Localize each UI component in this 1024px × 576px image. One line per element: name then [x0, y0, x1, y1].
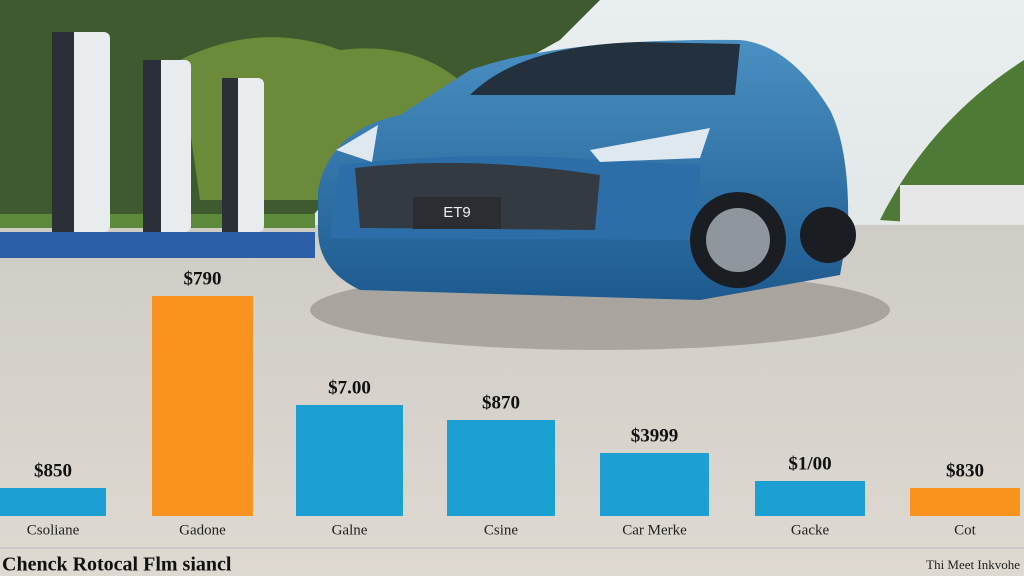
x-tick-label: Csoliane — [27, 522, 80, 538]
x-tick-label: Csine — [484, 522, 519, 538]
bar-annotation: $1/00 — [788, 453, 831, 474]
x-tick-label: Car Merke — [622, 522, 687, 538]
x-tick-label: Gadone — [179, 522, 226, 538]
x-tick-label: Galne — [332, 522, 368, 538]
x-tick-label: Cot — [954, 522, 977, 538]
bar-annotation: $3999 — [631, 425, 679, 446]
bar — [0, 488, 106, 516]
bar-annotation: $830 — [946, 460, 984, 481]
bar — [755, 481, 865, 516]
bar — [910, 488, 1020, 516]
bar — [296, 405, 403, 516]
bar-annotation: $7.00 — [328, 377, 371, 398]
bar-annotation: $790 — [184, 268, 222, 289]
plate-text: ET9 — [443, 204, 471, 221]
bar-annotation: $870 — [482, 392, 520, 413]
x-tick-label: Gacke — [791, 522, 830, 538]
bar — [447, 420, 555, 516]
bar-annotation: $850 — [34, 460, 72, 481]
chart-title: Chenck Rotocal Flm siancl — [2, 554, 232, 576]
bar — [600, 453, 709, 516]
bar — [152, 296, 253, 516]
caption: Thi Meet Inkvohe — [926, 557, 1020, 572]
